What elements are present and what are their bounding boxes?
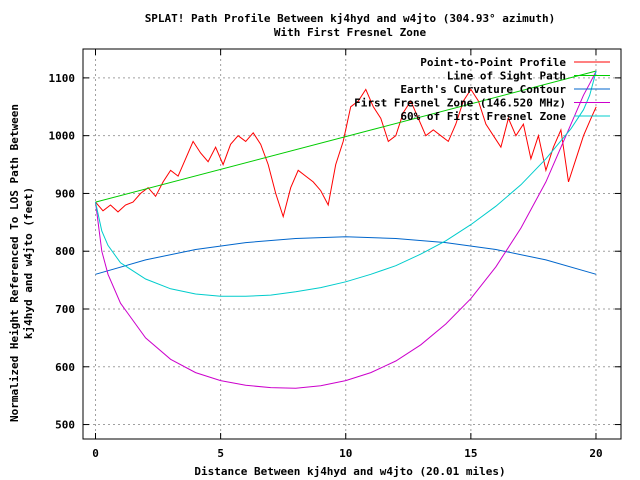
y-tick-label: 700 — [55, 303, 75, 316]
x-tick-label: 20 — [589, 447, 602, 460]
y-tick-label: 600 — [55, 361, 75, 374]
y-tick-label: 800 — [55, 245, 75, 258]
series-line-2 — [95, 70, 597, 203]
axis-ticks: 0 5 10 15 20 500 600 700 800 900 1000 1100 — [49, 49, 621, 460]
y-tick-label: 900 — [55, 187, 75, 200]
y-tick-label: 500 — [55, 419, 75, 432]
grid-lines — [83, 49, 621, 439]
x-tick-label: 5 — [217, 447, 224, 460]
y-tick-label: 1100 — [49, 72, 76, 85]
x-tick-label: 0 — [92, 447, 99, 460]
series-line-4 — [95, 70, 597, 389]
chart-subtitle: With First Fresnel Zone — [274, 26, 427, 39]
series-line-3 — [95, 236, 597, 275]
plot-frame — [82, 48, 622, 440]
y-axis-label-line1: Normalized Height Referenced To LOS Path… — [8, 104, 21, 422]
chart-title: SPLAT! Path Profile Between kj4hyd and w… — [145, 12, 556, 25]
y-tick-label: 1000 — [49, 130, 76, 143]
series-line-1 — [95, 88, 597, 219]
legend-label-3: Earth's Curvature Contour — [400, 83, 566, 96]
legend-label-4: First Fresnel Zone (146.520 MHz) — [354, 97, 566, 110]
series-lines — [95, 70, 597, 389]
series-line-5 — [95, 70, 597, 297]
legend-label-5: 60% of First Fresnel Zone — [400, 110, 566, 123]
legend-label-1: Point-to-Point Profile — [420, 56, 566, 69]
x-tick-label: 15 — [464, 447, 477, 460]
legend-label-2: Line of Sight Path — [447, 70, 566, 83]
y-axis-label-line2: kj4hyd and w4jto (feet) — [22, 187, 35, 339]
x-axis-label: Distance Between kj4hyd and w4jto (20.01… — [194, 465, 505, 478]
x-tick-label: 10 — [339, 447, 352, 460]
